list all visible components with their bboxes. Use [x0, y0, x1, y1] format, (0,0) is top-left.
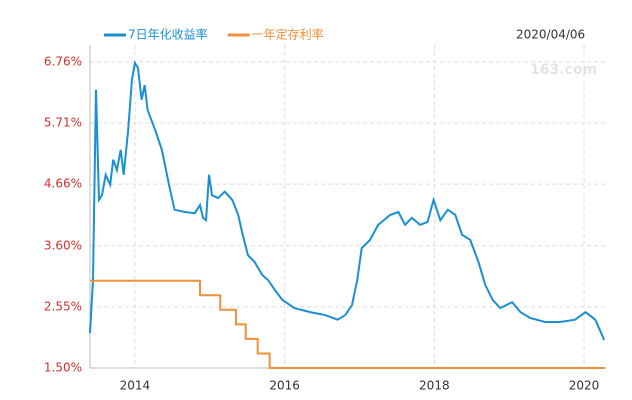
series-line — [89, 60, 606, 341]
date-label: 2020/04/06 — [516, 28, 585, 42]
y-tick-label: 6.76% — [44, 54, 82, 68]
series-line — [90, 279, 605, 369]
y-tick-label: 4.66% — [44, 177, 82, 191]
x-tick-label: 2018 — [419, 379, 450, 393]
y-tick-label: 5.71% — [44, 115, 82, 129]
y-tick-label: 1.50% — [44, 361, 82, 375]
y-tick-label: 2.55% — [44, 299, 82, 313]
legend-label: 一年定存利率 — [252, 27, 324, 42]
x-tick-label: 2016 — [269, 379, 300, 393]
watermark: 163.com — [530, 62, 597, 78]
legend-label: 7日年化收益率 — [128, 27, 208, 42]
y-tick-label: 3.60% — [44, 238, 82, 252]
x-tick-label: 2014 — [120, 379, 151, 393]
x-tick-label: 2020 — [569, 379, 600, 393]
